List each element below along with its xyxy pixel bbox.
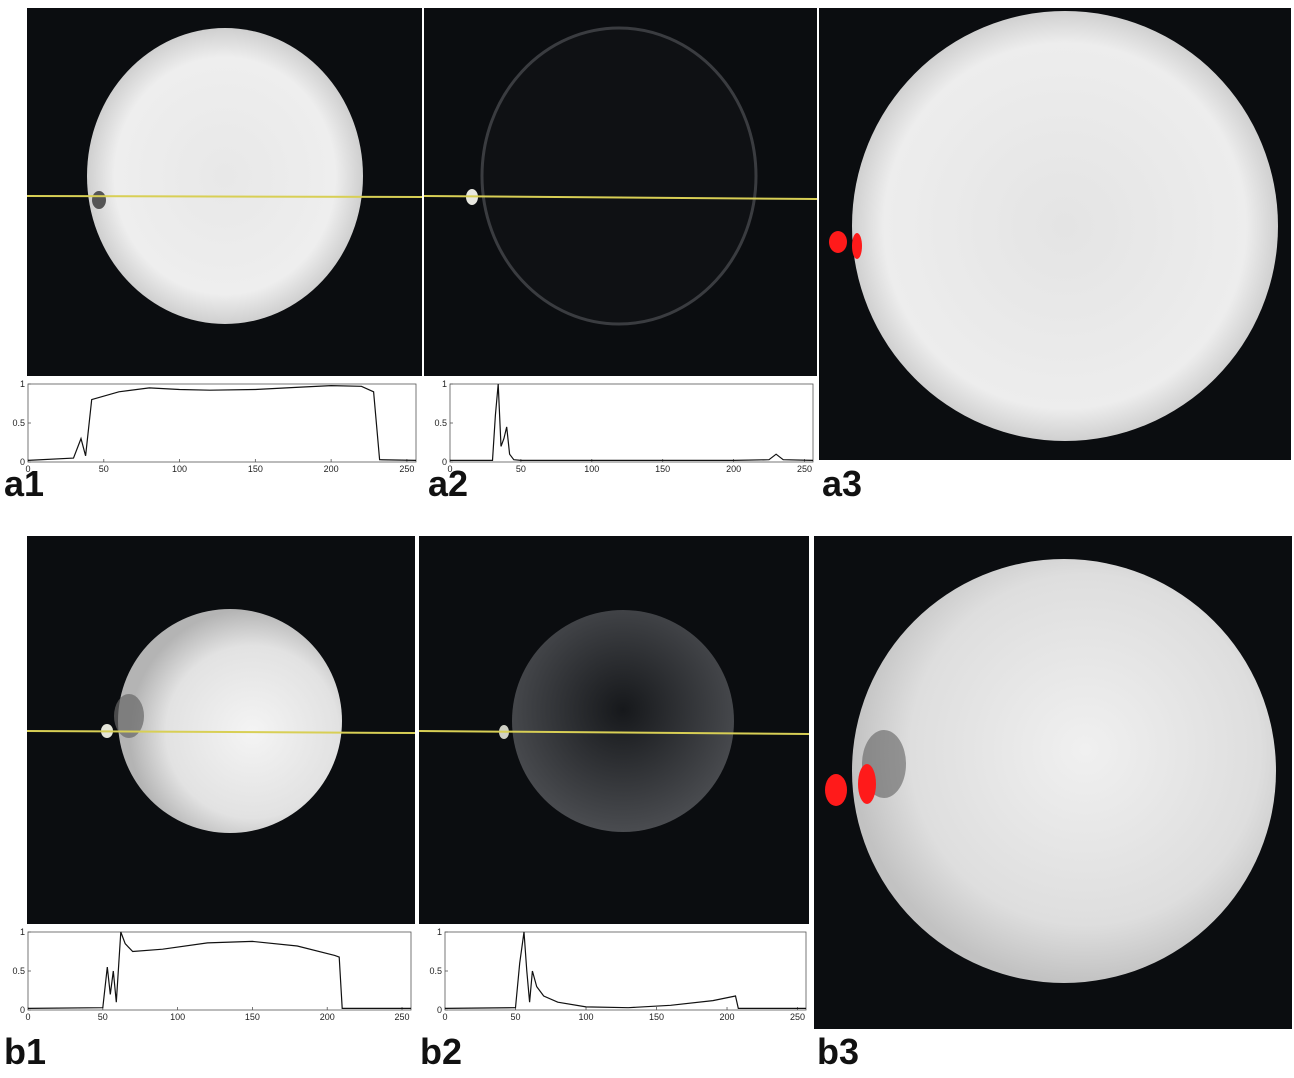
x-tick-label: 100 [579,1012,594,1022]
image-panel-b1 [27,536,415,924]
image-panel-b3 [814,536,1292,1029]
artifact-dark-lobe [114,694,144,738]
phantom-disk [118,609,342,833]
x-tick-label: 50 [511,1012,521,1022]
x-tick-label: 0 [442,1012,447,1022]
plot-frame [444,931,807,1011]
y-tick-label: 1 [442,379,447,389]
mri-image-a1 [27,28,422,324]
panel-label-a3: a3 [822,463,863,504]
profile-chart-b2: 0 50 100 150 200 250 0 0.5 1 [429,927,807,1022]
profile-chart-a1: 0 50 100 150 200 250 0 0.5 1 [12,379,417,474]
x-tick-label: 200 [720,1012,735,1022]
y-tick-label: 0 [442,457,447,467]
y-tick-label: 0.5 [12,418,25,428]
panel-label-b3: b3 [817,1031,860,1072]
artifact-dark [92,191,106,209]
x-tick-label: 0 [25,1012,30,1022]
profile-plot-a2: 0 50 100 150 200 250 0 0.5 1 [422,378,819,476]
y-tick-label: 0.5 [12,966,25,976]
x-tick-label: 100 [170,1012,185,1022]
y-tick-label: 0 [20,457,25,467]
image-panel-a3 [819,8,1291,460]
y-tick-label: 1 [20,927,25,937]
phantom-disk [852,559,1276,983]
x-tick-label: 100 [172,464,187,474]
segmentation-blob [852,233,862,259]
phantom-disk [512,610,734,832]
phantom-rim [480,26,758,326]
y-tick-label: 1 [437,927,442,937]
profile-plot-b1: 0 50 100 150 200 250 0 0.5 1 [0,926,417,1024]
x-tick-label: 100 [584,464,599,474]
x-tick-label: 150 [649,1012,664,1022]
profile-line [424,195,817,200]
y-tick-label: 1 [20,379,25,389]
x-tick-label: 0 [25,464,30,474]
panel-label-a2: a2 [428,463,469,504]
profile-line [419,730,809,735]
y-tick-label: 0 [20,1005,25,1015]
profile-plot-a1: 0 50 100 150 200 250 0 0.5 1 [0,378,422,476]
profile-chart-b1: 0 50 100 150 200 250 0 0.5 1 [12,927,412,1022]
x-tick-label: 250 [395,1012,410,1022]
mri-image-b3 [825,559,1276,983]
x-tick-label: 50 [98,1012,108,1022]
y-tick-label: 0.5 [429,966,442,976]
x-tick-label: 250 [399,464,414,474]
mri-image-a2 [424,26,817,326]
profile-line [27,730,415,734]
y-tick-label: 0 [437,1005,442,1015]
segmentation-blob [825,774,847,806]
intensity-profile-line [450,383,814,461]
image-panel-b2 [419,536,809,924]
mri-image-b1 [27,609,415,833]
x-tick-label: 50 [516,464,526,474]
profile-line [27,195,422,198]
x-tick-label: 150 [248,464,263,474]
x-tick-label: 200 [726,464,741,474]
x-tick-label: 250 [790,1012,805,1022]
panel-label-b2: b2 [420,1031,463,1072]
profile-chart-a2: 0 50 100 150 200 250 0 0.5 1 [434,379,814,474]
panel-label-b1: b1 [4,1031,47,1072]
image-panel-a1 [27,8,422,376]
x-tick-label: 150 [655,464,670,474]
mri-image-b2 [419,610,809,832]
x-tick-label: 200 [320,1012,335,1022]
segmentation-blob [858,764,876,804]
y-tick-label: 0.5 [434,418,447,428]
segmentation-blob [829,231,847,253]
x-tick-label: 50 [99,464,109,474]
mri-image-a3 [829,11,1278,441]
x-tick-label: 0 [447,464,452,474]
x-tick-label: 250 [797,464,812,474]
image-panel-a2 [424,8,817,376]
plot-frame [449,383,814,463]
phantom-disk [87,28,363,324]
intensity-profile-line [444,931,806,1009]
profile-plot-b2: 0 50 100 150 200 250 0 0.5 1 [417,926,812,1024]
intensity-profile-line [27,384,417,461]
phantom-disk [852,11,1278,441]
intensity-profile-line [27,931,411,1009]
plot-frame [27,931,412,1011]
x-tick-label: 200 [324,464,339,474]
x-tick-label: 150 [245,1012,260,1022]
panel-label-a1: a1 [4,463,45,504]
